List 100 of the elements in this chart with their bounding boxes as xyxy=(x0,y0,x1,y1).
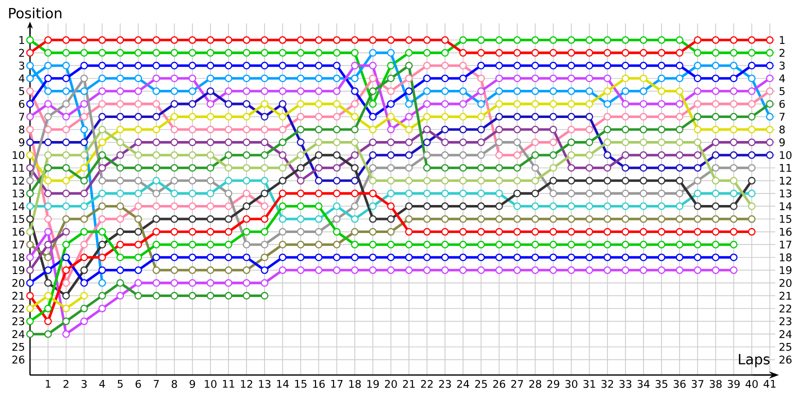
point xyxy=(549,176,558,184)
point xyxy=(152,190,160,198)
point xyxy=(604,164,612,172)
point xyxy=(62,138,70,146)
point xyxy=(477,240,485,248)
point xyxy=(80,164,88,172)
point xyxy=(206,240,214,248)
point xyxy=(694,126,702,134)
point xyxy=(314,138,323,146)
point xyxy=(459,266,467,274)
point xyxy=(296,36,304,44)
y-tick-label: 8 xyxy=(19,126,24,134)
point xyxy=(495,49,503,57)
point xyxy=(296,240,304,248)
point xyxy=(80,74,88,82)
point xyxy=(459,254,467,262)
point xyxy=(387,176,395,184)
x-tick-label: 16 xyxy=(313,380,325,388)
point xyxy=(676,74,684,82)
point xyxy=(405,87,413,95)
point xyxy=(278,112,286,121)
point xyxy=(513,74,521,82)
point xyxy=(332,254,341,262)
point xyxy=(405,112,413,121)
point xyxy=(568,74,576,82)
point xyxy=(423,100,431,108)
point xyxy=(98,279,106,287)
point xyxy=(604,49,612,57)
point xyxy=(134,62,142,70)
point xyxy=(116,112,124,121)
point xyxy=(278,126,286,134)
point xyxy=(604,138,612,146)
point xyxy=(278,151,286,159)
point xyxy=(98,190,106,198)
point xyxy=(116,176,124,184)
x-tick-label: 22 xyxy=(421,380,433,388)
point xyxy=(206,49,214,57)
point xyxy=(459,126,467,134)
point xyxy=(513,62,521,70)
point xyxy=(350,138,359,146)
point xyxy=(369,240,377,248)
point xyxy=(387,190,395,198)
point xyxy=(152,151,160,159)
point xyxy=(694,87,702,95)
point xyxy=(188,254,196,262)
point xyxy=(622,176,630,184)
point xyxy=(568,202,576,210)
point xyxy=(730,266,738,274)
point xyxy=(314,254,323,262)
point xyxy=(748,49,756,57)
y-tick-label: 9 xyxy=(18,138,24,146)
point xyxy=(152,126,160,134)
point xyxy=(513,100,521,108)
point xyxy=(622,240,630,248)
point xyxy=(26,164,34,172)
point xyxy=(694,36,702,44)
point xyxy=(80,317,88,326)
point xyxy=(441,176,449,184)
point xyxy=(640,164,648,172)
point xyxy=(350,126,359,134)
point xyxy=(98,254,106,262)
x-tick-label: 19 xyxy=(367,380,379,388)
point xyxy=(730,62,738,70)
point xyxy=(712,87,720,95)
point xyxy=(188,112,196,121)
point xyxy=(604,266,612,274)
point xyxy=(568,138,576,146)
point xyxy=(350,74,359,82)
point xyxy=(748,74,756,82)
point xyxy=(568,100,576,108)
point xyxy=(694,151,702,159)
point xyxy=(62,215,70,223)
point xyxy=(80,254,88,262)
point xyxy=(513,36,521,44)
point xyxy=(26,215,34,223)
y-tick-label: 24 xyxy=(12,330,24,338)
point xyxy=(26,36,34,44)
point xyxy=(568,151,576,159)
y2-tick-label: 24 xyxy=(780,330,792,338)
x-tick-label: 14 xyxy=(277,380,289,388)
point xyxy=(640,228,648,236)
point xyxy=(98,292,106,300)
point xyxy=(80,36,88,44)
point xyxy=(296,151,304,159)
point xyxy=(314,176,323,184)
point xyxy=(278,100,286,108)
point xyxy=(62,112,70,121)
point xyxy=(62,190,70,198)
point xyxy=(80,87,88,95)
point xyxy=(152,266,160,274)
point xyxy=(586,190,594,198)
point xyxy=(242,87,250,95)
point xyxy=(80,112,88,121)
point xyxy=(459,87,467,95)
point xyxy=(80,266,88,274)
point xyxy=(676,100,684,108)
point xyxy=(387,126,395,134)
point xyxy=(44,62,52,70)
point xyxy=(26,202,34,210)
y-tick-label: 19 xyxy=(12,266,24,274)
